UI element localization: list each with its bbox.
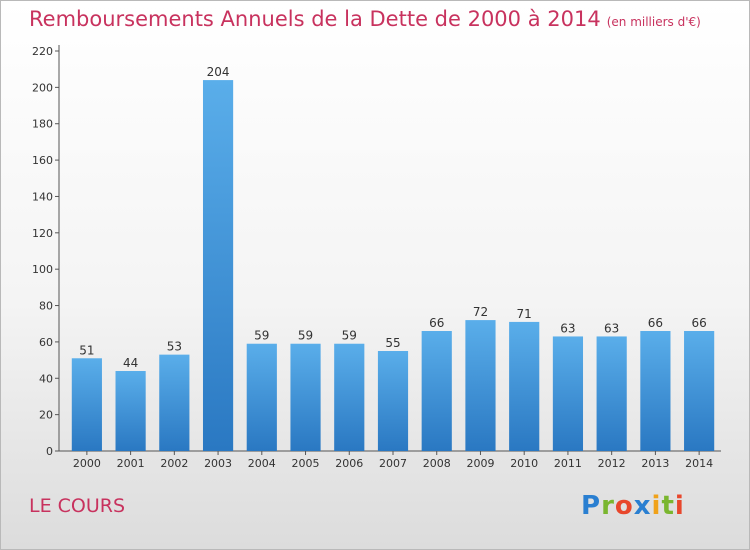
data-label: 63 — [604, 321, 619, 335]
x-tick-label: 2007 — [379, 457, 407, 470]
y-tick-label: 60 — [39, 336, 53, 349]
data-label: 66 — [429, 316, 444, 330]
x-tick-label: 2011 — [554, 457, 582, 470]
x-tick-label: 2008 — [423, 457, 451, 470]
y-tick-label: 200 — [32, 81, 53, 94]
x-tick-label: 2005 — [292, 457, 320, 470]
bar — [596, 336, 627, 451]
bar — [71, 358, 102, 451]
chart-labels: 51 44 53 204 59 59 59 55 66 72 71 63 63 66 66 — [79, 65, 707, 370]
logo-letter: x — [633, 491, 652, 521]
logo-letter: r — [601, 491, 615, 521]
y-tick-label: 100 — [32, 263, 53, 276]
bar — [159, 354, 190, 451]
data-label: 59 — [298, 329, 313, 343]
chart-subtitle: (en milliers d'€) — [606, 15, 701, 29]
logo-letter: i — [651, 491, 662, 521]
y-tick-label: 120 — [32, 227, 53, 240]
bar — [115, 371, 146, 451]
data-label: 44 — [123, 356, 138, 370]
y-tick-label: 40 — [39, 372, 53, 385]
logo-letter: o — [614, 491, 634, 521]
y-tick-label: 20 — [39, 409, 53, 422]
bar — [202, 80, 234, 451]
data-label: 72 — [473, 305, 488, 319]
y-tick-label: 180 — [32, 118, 53, 131]
data-label: 66 — [691, 316, 706, 330]
data-label: 63 — [560, 321, 575, 335]
x-tick-label: 2013 — [641, 457, 669, 470]
data-label: 59 — [342, 329, 357, 343]
y-tick-label: 80 — [39, 300, 53, 313]
data-label: 53 — [167, 340, 182, 354]
logo-letter: i — [674, 491, 685, 521]
bar — [640, 331, 671, 451]
bar — [684, 331, 715, 451]
bar — [465, 320, 496, 451]
logo-letter: P — [581, 491, 602, 521]
x-tick-label: 2009 — [466, 457, 494, 470]
data-label: 59 — [254, 329, 269, 343]
data-label: 55 — [385, 336, 400, 350]
chart-bars — [71, 80, 715, 451]
bar — [552, 336, 584, 451]
x-tick-label: 2010 — [510, 457, 538, 470]
bar — [509, 321, 540, 451]
data-label: 51 — [79, 343, 94, 357]
x-tick-label: 2002 — [160, 457, 188, 470]
x-tick-label: 2012 — [598, 457, 626, 470]
x-tick-label: 2006 — [335, 457, 363, 470]
data-label: 71 — [517, 307, 532, 321]
data-label: 204 — [207, 65, 230, 79]
commune-name: LE COURS — [29, 495, 126, 517]
y-tick-label: 140 — [32, 190, 53, 203]
bar — [246, 343, 277, 451]
x-tick-label: 2004 — [248, 457, 276, 470]
y-tick-label: 160 — [32, 154, 53, 167]
proxiti-logo: Proxiti — [581, 491, 685, 521]
chart-title: Remboursements Annuels de la Dette de 20… — [29, 7, 701, 31]
x-tick-label: 2003 — [204, 457, 232, 470]
bar — [377, 351, 409, 451]
x-tick-label: 2014 — [685, 457, 713, 470]
data-label: 66 — [648, 316, 663, 330]
bar — [290, 343, 321, 451]
chart-axes: 0 20 40 60 80 100 120 140 160 180 200 220 2000 2001 20… — [32, 45, 721, 470]
x-tick-label: 2000 — [73, 457, 101, 470]
bar — [334, 343, 365, 451]
x-tick-label: 2001 — [117, 457, 145, 470]
logo-letter: t — [661, 491, 675, 521]
y-tick-label: 0 — [46, 445, 53, 458]
y-tick-label: 220 — [32, 45, 53, 58]
bar — [421, 331, 452, 451]
